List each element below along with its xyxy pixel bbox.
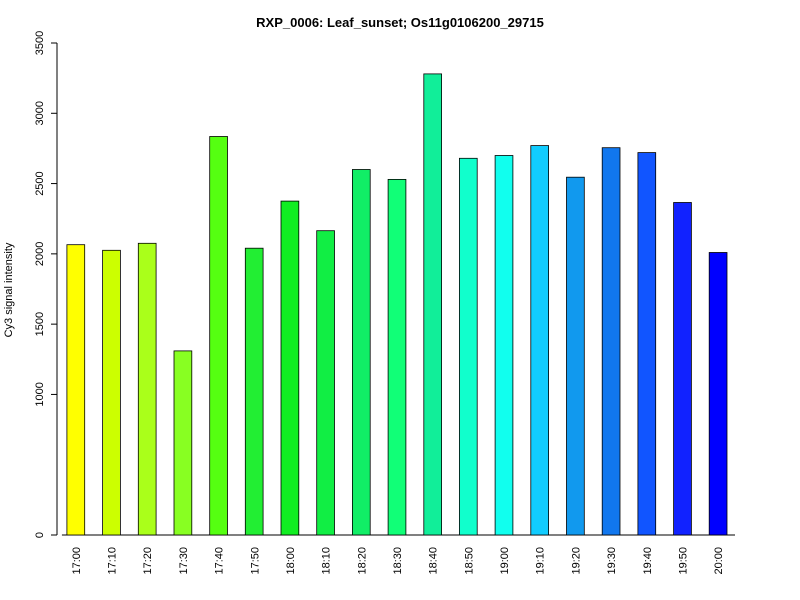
y-tick-label: 1000 xyxy=(34,382,46,406)
x-tick-label: 18:10 xyxy=(321,547,333,575)
bar xyxy=(494,155,514,536)
y-axis: 0 1000 1500 2000 2500 3000 3500 xyxy=(34,31,58,538)
x-tick-label: 19:50 xyxy=(678,547,690,575)
bar xyxy=(316,230,335,536)
y-tick-label: 3500 xyxy=(34,31,46,55)
x-tick-label: 18:00 xyxy=(285,547,297,575)
bar xyxy=(387,178,407,536)
x-axis: 17:00 17:10 17:20 17:30 17:40 17:50 18:00 18:10… xyxy=(61,534,735,575)
y-axis-label: Cy3 signal intensity xyxy=(3,242,15,337)
bar xyxy=(601,147,621,536)
bar xyxy=(137,242,157,536)
x-tick-label: 17:40 xyxy=(214,547,226,575)
bar xyxy=(458,157,478,536)
x-tick-label: 17:10 xyxy=(107,547,119,575)
y-tick-label: 2500 xyxy=(34,171,46,195)
bar xyxy=(708,252,728,536)
x-tick-label: 18:50 xyxy=(463,547,475,575)
x-tick-label: 17:20 xyxy=(142,547,154,575)
x-tick-label: 19:10 xyxy=(535,547,547,575)
bar xyxy=(423,73,442,536)
bar xyxy=(173,350,193,536)
bars xyxy=(66,73,728,536)
x-tick-label: 19:00 xyxy=(499,547,511,575)
y-tick-label: 3000 xyxy=(34,101,46,125)
x-tick-label: 18:20 xyxy=(356,547,368,575)
x-tick-label: 19:30 xyxy=(606,547,618,575)
x-tick-label: 19:40 xyxy=(642,547,654,575)
y-tick-label: 0 xyxy=(34,532,46,538)
x-tick-label: 18:30 xyxy=(392,547,404,575)
bar xyxy=(351,169,371,536)
x-tick-label: 17:30 xyxy=(178,547,190,575)
bar xyxy=(102,249,121,536)
bar xyxy=(673,202,692,536)
bar xyxy=(209,136,228,536)
bar xyxy=(530,145,549,536)
x-tick-label: 19:20 xyxy=(570,547,582,575)
y-tick-label: 1500 xyxy=(34,312,46,336)
bar xyxy=(66,244,86,536)
x-tick-label: 17:50 xyxy=(249,547,261,575)
x-tick-label: 17:00 xyxy=(71,547,83,575)
bar xyxy=(244,247,264,536)
bar xyxy=(566,176,585,536)
y-tick-label: 2000 xyxy=(34,242,46,266)
x-tick-label: 20:00 xyxy=(713,547,725,575)
chart-title: RXP_0006: Leaf_sunset; Os11g0106200_2971… xyxy=(256,15,544,30)
bar xyxy=(280,200,300,536)
bar xyxy=(637,152,657,536)
x-tick-label: 18:40 xyxy=(428,547,440,575)
